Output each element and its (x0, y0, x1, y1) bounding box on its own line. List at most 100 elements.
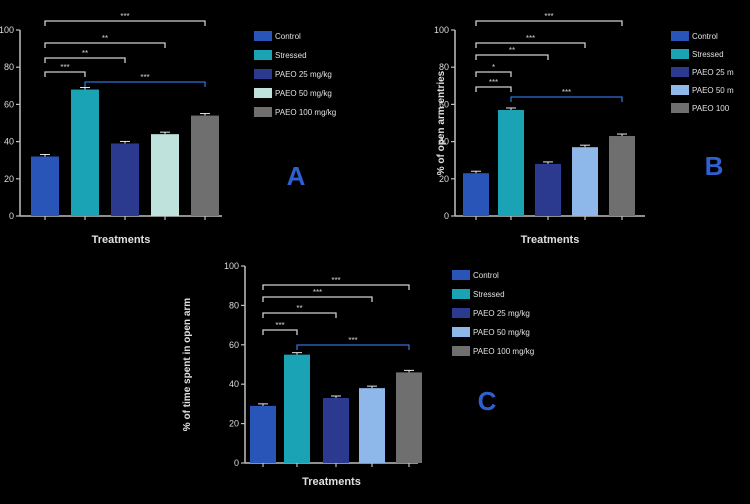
bar (191, 115, 219, 216)
bar (71, 89, 99, 216)
significance-bracket (475, 54, 549, 60)
y-tick-label: 0 (9, 211, 14, 221)
bar (498, 109, 524, 216)
significance-bracket (475, 86, 512, 92)
significance-label: ** (296, 304, 302, 313)
bar (111, 143, 139, 216)
panel-letter: B (705, 151, 724, 181)
bar (284, 354, 310, 463)
legend-label: PAEO 50 m (692, 86, 734, 95)
legend-label: Control (275, 32, 301, 41)
significance-bracket (262, 284, 410, 290)
bar (609, 136, 635, 216)
y-tick-label: 100 (434, 25, 449, 35)
legend-swatch (452, 346, 470, 356)
legend-label: PAEO 100 (692, 104, 730, 113)
legend-label: PAEO 25 mg/kg (473, 309, 530, 318)
significance-label: *** (120, 12, 129, 21)
legend-label: Stressed (692, 50, 724, 59)
y-tick-label: 80 (439, 62, 449, 72)
bar (572, 147, 598, 216)
y-tick-label: 60 (229, 340, 239, 350)
significance-bracket (44, 57, 126, 63)
y-tick-label: 100 (0, 25, 14, 35)
y-tick-label: 60 (4, 99, 14, 109)
legend-swatch (452, 270, 470, 280)
y-tick-label: 0 (444, 211, 449, 221)
panel-letter: A (287, 161, 306, 191)
legend-swatch (254, 107, 272, 117)
legend-label: PAEO 50 mg/kg (275, 89, 332, 98)
legend-label: PAEO 100 mg/kg (275, 108, 336, 117)
significance-label: * (492, 63, 495, 72)
legend-swatch (254, 31, 272, 41)
significance-bracket (262, 312, 337, 318)
y-tick-label: 40 (229, 379, 239, 389)
legend-swatch (254, 88, 272, 98)
significance-label: *** (489, 78, 498, 87)
panel-letter: C (478, 386, 497, 416)
legend-label: PAEO 100 mg/kg (473, 347, 534, 356)
significance-label: *** (275, 321, 284, 330)
legend-swatch (452, 327, 470, 337)
y-tick-label: 40 (4, 137, 14, 147)
bar (396, 372, 422, 463)
bar (535, 163, 561, 216)
legend-swatch (671, 49, 689, 59)
significance-bracket (44, 20, 206, 26)
y-tick-label: 20 (439, 174, 449, 184)
significance-bracket (262, 296, 373, 302)
bar (151, 134, 179, 216)
significance-label: ** (509, 46, 515, 55)
significance-label: *** (60, 63, 69, 72)
x-axis-label: Treatments (92, 234, 151, 246)
significance-label: ** (82, 49, 88, 58)
y-tick-label: 40 (439, 137, 449, 147)
y-axis-label: % of time spent in open arm (182, 298, 193, 431)
bar (359, 388, 385, 463)
y-tick-label: 20 (229, 419, 239, 429)
significance-bracket (44, 42, 166, 48)
chart-panel-a: 020406080100*************TreatmentsContr… (0, 12, 336, 246)
bar (323, 397, 349, 463)
bar (250, 405, 276, 463)
significance-bracket (84, 81, 206, 87)
legend-label: PAEO 50 mg/kg (473, 328, 530, 337)
legend-label: PAEO 25 m (692, 68, 734, 77)
bar (31, 156, 59, 216)
significance-label: *** (348, 336, 357, 345)
significance-bracket (262, 329, 298, 335)
y-tick-label: 60 (439, 99, 449, 109)
legend-label: PAEO 25 mg/kg (275, 70, 332, 79)
legend-swatch (671, 67, 689, 77)
significance-label: *** (544, 12, 553, 21)
significance-bracket (296, 344, 410, 350)
legend-swatch (671, 31, 689, 41)
y-tick-label: 0 (234, 458, 239, 468)
legend-label: Stressed (473, 290, 505, 299)
x-axis-label: Treatments (521, 234, 580, 246)
legend-swatch (254, 69, 272, 79)
significance-label: *** (331, 276, 340, 285)
y-tick-label: 20 (4, 174, 14, 184)
y-tick-label: 100 (224, 261, 239, 271)
legend-label: Control (692, 32, 718, 41)
significance-label: ** (102, 34, 108, 43)
significance-label: *** (562, 88, 571, 97)
x-axis-label: Treatments (302, 476, 361, 488)
legend-swatch (452, 308, 470, 318)
legend-label: Stressed (275, 51, 307, 60)
y-tick-label: 80 (229, 300, 239, 310)
legend-swatch (671, 103, 689, 113)
legend-swatch (671, 85, 689, 95)
legend-swatch (254, 50, 272, 60)
y-axis-label: % of open arm entries (436, 70, 447, 175)
legend-swatch (452, 289, 470, 299)
legend-label: Control (473, 271, 499, 280)
bar (463, 173, 489, 216)
significance-bracket (44, 71, 86, 77)
significance-label: *** (140, 73, 149, 82)
